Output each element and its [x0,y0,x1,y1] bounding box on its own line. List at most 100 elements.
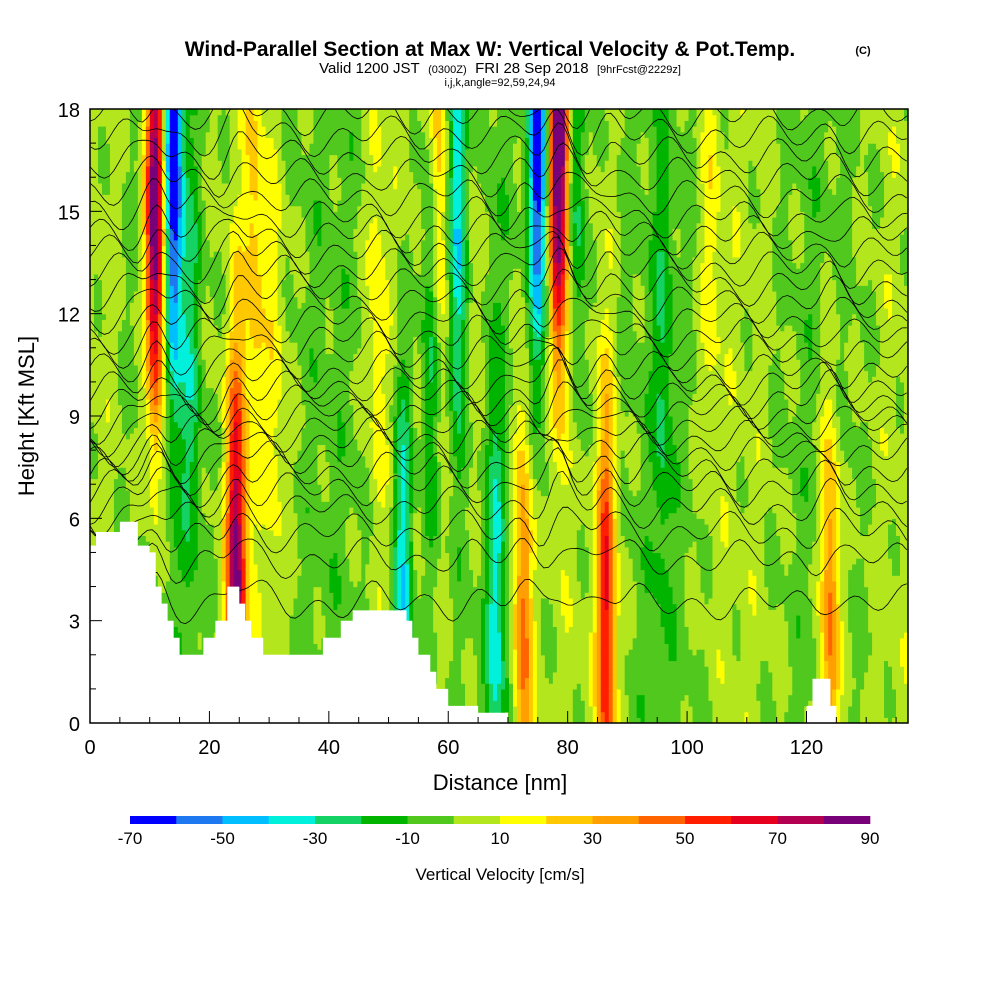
velocity-cell [141,154,147,161]
velocity-cell [225,313,231,320]
velocity-cell [173,495,179,502]
velocity-cell [177,558,183,565]
velocity-cell [229,211,235,218]
velocity-cell [245,359,251,366]
velocity-cell [97,211,103,218]
velocity-cell [177,177,183,184]
velocity-cell [225,552,231,559]
velocity-cell [121,416,127,423]
velocity-cell [101,245,107,252]
velocity-cell [109,131,115,139]
velocity-cell [113,256,119,264]
velocity-cell [209,182,215,190]
velocity-cell [265,120,271,127]
velocity-cell [205,620,211,627]
velocity-cell [109,472,115,480]
velocity-cell [197,592,203,599]
velocity-cell [117,217,123,224]
velocity-cell [225,256,231,264]
velocity-cell [257,171,263,178]
velocity-cell [177,165,183,173]
velocity-cell [121,148,127,156]
velocity-cell [157,541,163,548]
velocity-cell [173,364,179,372]
velocity-cell [265,245,271,252]
velocity-cell [217,171,223,178]
velocity-cell [253,444,259,451]
velocity-cell [205,603,211,610]
velocity-cell [117,137,123,144]
velocity-cell [205,535,211,542]
velocity-cell [137,501,143,508]
velocity-cell [253,427,259,434]
velocity-cell [165,256,171,264]
velocity-cell [121,472,127,480]
velocity-cell [129,171,135,178]
velocity-cell [221,546,227,554]
velocity-cell [233,398,239,406]
velocity-cell [209,626,215,633]
velocity-cell [197,421,203,428]
velocity-cell [133,296,139,303]
velocity-cell [217,137,223,144]
velocity-cell [177,194,183,201]
velocity-cell [265,614,271,622]
velocity-cell [133,450,139,457]
velocity-cell [253,131,259,139]
velocity-cell [233,467,239,474]
velocity-cell [273,649,279,656]
velocity-cell [185,592,191,599]
velocity-cell [153,387,159,394]
velocity-cell [257,347,263,355]
velocity-cell [93,165,99,173]
velocity-cell [185,438,191,446]
velocity-cell [125,194,131,201]
velocity-cell [221,256,227,264]
velocity-cell [197,632,203,639]
velocity-cell [265,262,271,269]
velocity-cell [201,313,207,320]
velocity-cell [141,296,147,303]
velocity-cell [221,450,227,457]
velocity-cell [189,597,195,605]
velocity-cell [185,194,191,201]
velocity-cell [265,171,271,178]
velocity-cell [169,597,175,605]
velocity-cell [209,398,215,406]
velocity-cell [165,512,171,519]
velocity-cell [265,603,271,610]
velocity-cell [165,455,171,463]
velocity-cell [121,313,127,320]
velocity-cell [129,148,135,156]
velocity-cell [269,637,275,645]
velocity-cell [229,381,235,389]
velocity-cell [269,319,275,326]
velocity-cell [241,433,247,440]
velocity-cell [97,501,103,508]
velocity-cell [101,307,107,315]
velocity-cell [177,376,183,383]
velocity-cell [157,421,163,428]
velocity-cell [109,518,115,525]
velocity-cell [133,433,139,440]
velocity-cell [197,427,203,434]
velocity-cell [181,603,187,610]
velocity-cell [109,239,115,247]
velocity-cell [201,222,207,229]
velocity-cell [181,512,187,519]
velocity-cell [141,421,147,428]
velocity-cell [169,489,175,497]
velocity-cell [181,126,187,133]
velocity-cell [205,376,211,383]
velocity-cell [209,478,215,485]
velocity-cell [237,444,243,451]
velocity-cell [113,143,119,150]
velocity-cell [253,313,259,320]
velocity-cell [161,143,167,150]
velocity-cell [197,222,203,229]
velocity-cell [129,501,135,508]
velocity-cell [249,398,255,406]
velocity-cell [257,546,263,554]
velocity-cell [133,148,139,156]
velocity-cell [153,148,159,156]
